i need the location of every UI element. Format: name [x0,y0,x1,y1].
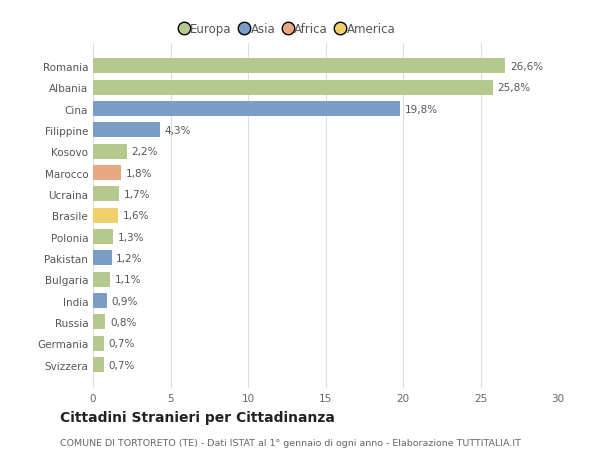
Bar [93,336,104,351]
Text: 1,6%: 1,6% [122,211,149,221]
Text: 0,7%: 0,7% [109,360,135,370]
Bar [93,251,112,266]
Bar [93,102,400,117]
Text: 1,2%: 1,2% [116,253,143,263]
Bar [93,187,119,202]
Bar [93,357,104,372]
Bar [93,230,113,245]
Bar [93,80,493,95]
Text: 1,8%: 1,8% [125,168,152,178]
Text: 1,3%: 1,3% [118,232,145,242]
Text: 19,8%: 19,8% [404,104,437,114]
Text: 4,3%: 4,3% [164,126,191,135]
Text: 1,7%: 1,7% [124,190,151,199]
Text: 2,2%: 2,2% [132,147,158,157]
Bar [93,315,106,330]
Bar [93,59,505,74]
Bar [93,123,160,138]
Bar [93,208,118,223]
Bar [93,166,121,180]
Bar [93,293,107,308]
Text: 1,1%: 1,1% [115,274,141,285]
Legend: Europa, Asia, Africa, America: Europa, Asia, Africa, America [176,18,400,41]
Text: COMUNE DI TORTORETO (TE) - Dati ISTAT al 1° gennaio di ogni anno - Elaborazione : COMUNE DI TORTORETO (TE) - Dati ISTAT al… [60,438,521,448]
Text: 0,8%: 0,8% [110,317,136,327]
Bar [93,272,110,287]
Bar [93,145,127,159]
Text: 25,8%: 25,8% [497,83,530,93]
Text: Cittadini Stranieri per Cittadinanza: Cittadini Stranieri per Cittadinanza [60,411,335,425]
Text: 0,9%: 0,9% [112,296,138,306]
Text: 26,6%: 26,6% [510,62,543,72]
Text: 0,7%: 0,7% [109,338,135,348]
